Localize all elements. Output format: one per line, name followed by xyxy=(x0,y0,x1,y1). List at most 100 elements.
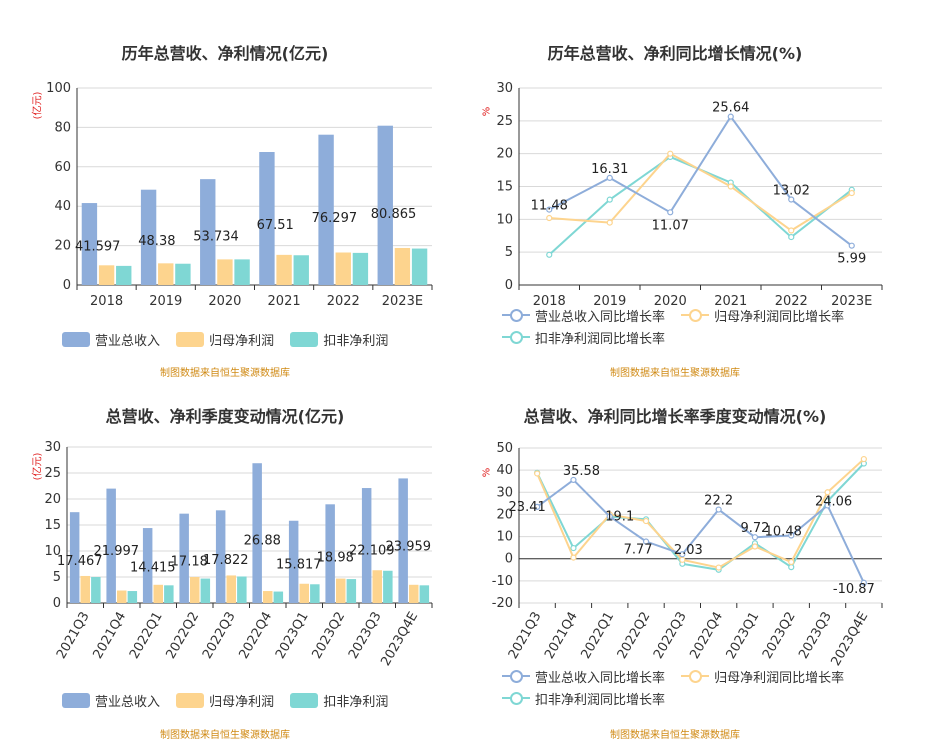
x-tick-label: 2023Q4E xyxy=(378,610,421,669)
x-tick-label: 2021Q3 xyxy=(54,610,93,662)
bar-net-profit xyxy=(153,584,163,603)
line-point xyxy=(824,502,831,509)
legend-item-deducted-profit-growth[interactable]: 扣非净利润同比增长率 xyxy=(502,326,665,348)
line-point xyxy=(606,174,613,181)
bar-revenue xyxy=(179,513,189,603)
bar-revenue xyxy=(288,520,299,603)
y-tick-label: 80 xyxy=(54,120,71,135)
bar-data-label: 14.415 xyxy=(130,561,176,576)
line-point xyxy=(788,233,795,241)
y-tick-label: 10 xyxy=(496,530,513,545)
bar-deducted-profit xyxy=(383,570,393,603)
bar-net-profit xyxy=(372,570,382,603)
legend-item-revenue[interactable]: 营业总收入 xyxy=(62,328,160,350)
legend-item-net-profit-growth[interactable]: 归母净利润同比增长率 xyxy=(681,304,844,326)
x-tick-label: 2022Q4 xyxy=(236,610,275,662)
bar-net-profit xyxy=(336,578,346,603)
bar-deducted-profit xyxy=(352,252,369,285)
legend-label: 扣非净利润 xyxy=(323,694,389,710)
y-tick-label: 10 xyxy=(44,544,61,559)
legend-item-revenue-growth[interactable]: 营业总收入同比增长率 xyxy=(502,665,665,687)
y-tick-label: 5 xyxy=(53,570,61,585)
y-tick-label: -10 xyxy=(492,574,513,589)
line-series-0 xyxy=(536,478,865,584)
line-point xyxy=(860,579,867,586)
bar-revenue xyxy=(106,488,116,603)
line-data-label: 11.48 xyxy=(531,199,568,214)
bar-data-label: 15.817 xyxy=(276,557,322,572)
bar-deducted-profit xyxy=(411,248,428,285)
line-point xyxy=(715,506,722,513)
line-data-label: 23.41 xyxy=(509,500,546,515)
quarterly-growth-line-chart: -20-10010203040502021Q32021Q42022Q12022Q… xyxy=(492,441,883,669)
bar-net-profit xyxy=(158,263,174,285)
line-data-label: 22.2 xyxy=(704,494,733,509)
y-tick-label: 10 xyxy=(496,212,513,227)
data-source-note: 制图数据来自恒生聚源数据库 xyxy=(160,368,290,379)
line-point xyxy=(606,196,613,203)
legend-item-net-profit[interactable]: 归母净利润 xyxy=(176,328,274,350)
chart-title: 总营收、净利同比增长率季度变动情况(%) xyxy=(523,407,827,426)
line-data-label: 9.72 xyxy=(740,521,769,536)
x-tick-label: 2021Q3 xyxy=(506,610,545,662)
bar-revenue xyxy=(398,478,408,603)
line-series-0 xyxy=(548,114,853,247)
legend-item-net-profit-growth[interactable]: 归母净利润同比增长率 xyxy=(681,665,844,687)
bar-net-profit xyxy=(394,247,411,285)
line-data-label: 5.99 xyxy=(837,252,866,267)
bar-data-label: 67.51 xyxy=(257,218,294,233)
chart-legend: 营业总收入同比增长率 归母净利润同比增长率 扣非净利润同比增长率 xyxy=(502,304,856,348)
legend-item-revenue[interactable]: 营业总收入 xyxy=(62,689,160,711)
x-tick-label: 2018 xyxy=(90,294,123,309)
bar-data-label: 22.109 xyxy=(349,544,395,559)
legend-item-revenue-growth[interactable]: 营业总收入同比增长率 xyxy=(502,304,665,326)
x-tick-label: 2019 xyxy=(593,294,626,309)
y-tick-label: 50 xyxy=(496,441,513,456)
line-series-1 xyxy=(536,458,865,569)
y-tick-label: 0 xyxy=(53,596,61,611)
y-tick-label: 25 xyxy=(496,114,513,129)
bar-data-label: 17.467 xyxy=(57,554,103,569)
legend-item-deducted-profit[interactable]: 扣非净利润 xyxy=(290,689,388,711)
bar-revenue xyxy=(81,203,98,285)
bar-net-profit xyxy=(276,254,292,285)
legend-item-deducted-profit-growth[interactable]: 扣非净利润同比增长率 xyxy=(502,687,665,709)
legend-label: 归母净利润同比增长率 xyxy=(714,670,845,686)
x-tick-label: 2023E xyxy=(382,294,423,309)
quarterly-bar-chart: 0510152025302021Q32021Q42022Q12022Q22022… xyxy=(44,440,433,669)
bar-data-label: 48.38 xyxy=(138,234,175,249)
data-source-note: 制图数据来自恒生聚源数据库 xyxy=(610,730,740,741)
line-point xyxy=(546,251,553,258)
line-data-label: 24.06 xyxy=(815,494,852,509)
legend-label: 营业总收入 xyxy=(95,333,161,349)
bar-deducted-profit xyxy=(200,578,211,603)
x-tick-label: 2021 xyxy=(268,294,301,309)
y-tick-label: 60 xyxy=(54,160,71,175)
y-tick-label: 15 xyxy=(44,518,61,533)
bar-net-profit xyxy=(335,252,351,285)
legend-label: 归母净利润 xyxy=(209,333,275,349)
x-tick-label: 2020 xyxy=(208,294,241,309)
line-point xyxy=(860,455,867,463)
x-tick-label: 2019 xyxy=(149,294,182,309)
line-point xyxy=(546,214,553,222)
legend-label: 营业总收入 xyxy=(95,694,161,710)
line-point xyxy=(788,532,795,539)
line-point xyxy=(570,554,577,561)
line-point xyxy=(642,517,650,525)
annual-growth-line-chart: 0 5 10 15 20 25 30 2018 2019 2020 2021 2022 2023E 11.… xyxy=(496,81,883,309)
bar-deducted-profit xyxy=(91,577,101,603)
x-tick-label: 2023E xyxy=(831,294,872,309)
x-tick-label: 2022Q1 xyxy=(578,610,617,662)
y-tick-label: 100 xyxy=(46,81,71,96)
legend-item-net-profit[interactable]: 归母净利润 xyxy=(176,689,274,711)
line-point xyxy=(824,489,831,496)
bar-net-profit xyxy=(80,575,90,603)
legend-item-deducted-profit[interactable]: 扣非净利润 xyxy=(290,328,388,350)
y-tick-label: 40 xyxy=(54,199,71,214)
bar-data-label: 17.18 xyxy=(171,554,208,569)
line-point xyxy=(715,564,722,571)
chart-title: 历年总营收、净利同比增长情况(%) xyxy=(547,44,803,63)
line-point xyxy=(606,219,613,226)
line-data-label: -10.87 xyxy=(833,582,875,597)
